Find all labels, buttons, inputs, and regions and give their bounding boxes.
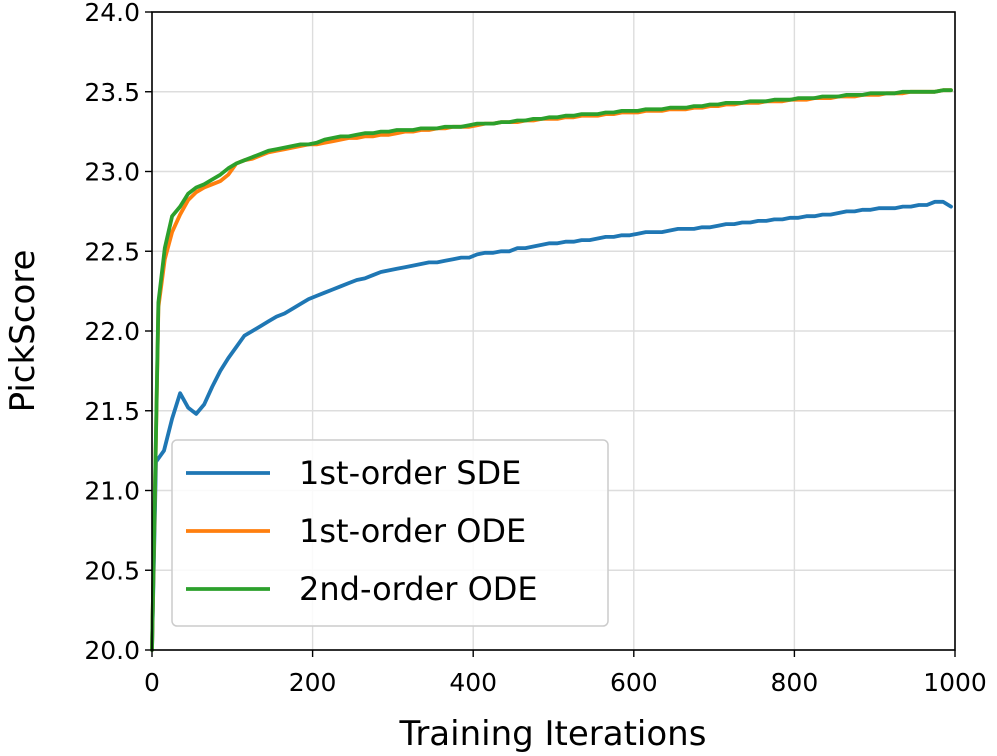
y-tick-label: 22.5 [84,237,140,266]
y-tick-label: 20.0 [84,636,140,665]
x-tick-label: 800 [771,668,819,697]
legend-label: 1st-order SDE [299,454,521,492]
legend: 1st-order SDE 1st-order ODE 2nd-order ODE [171,439,609,627]
x-tick-label: 400 [449,668,497,697]
x-tick-label: 600 [610,668,658,697]
series-lines [150,88,953,652]
y-tick-label: 20.5 [84,556,140,585]
legend-box [171,439,609,627]
y-tick-label: 23.0 [84,158,140,187]
x-axis: 0 200 400 600 800 1000 [144,650,987,697]
x-tick-label: 0 [144,668,160,697]
series-line [150,88,953,652]
y-tick-label: 22.0 [84,317,140,346]
x-tick-label: 200 [289,668,337,697]
y-axis: 20.0 20.5 21.0 21.5 22.0 22.5 23.0 23.5 24.0 [84,0,152,665]
series-line [150,199,953,652]
y-axis-label: PickScore [3,250,43,413]
x-axis-label: Training Iterations [399,714,707,754]
y-tick-label: 24.0 [84,0,140,27]
y-tick-label: 21.0 [84,477,140,506]
legend-label: 1st-order ODE [299,512,526,550]
x-tick-label: 1000 [923,668,987,697]
y-tick-label: 23.5 [84,78,140,107]
y-tick-label: 21.5 [84,397,140,426]
legend-label: 2nd-order ODE [299,570,538,608]
